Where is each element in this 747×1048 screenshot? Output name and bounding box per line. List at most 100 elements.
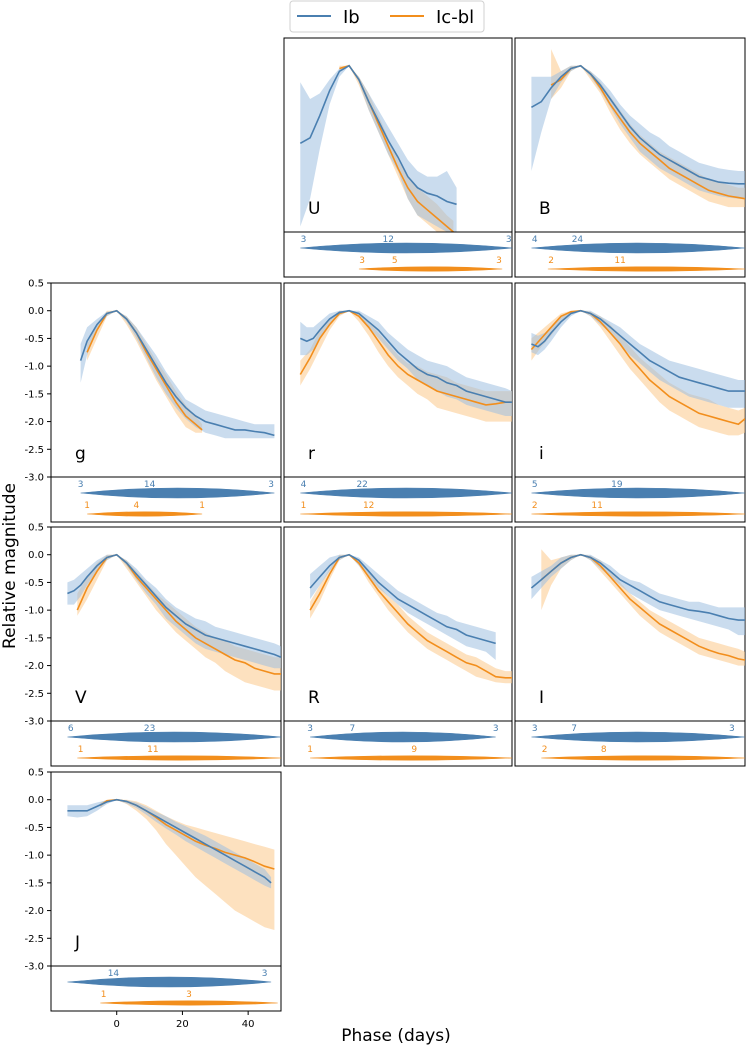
coverage-count: 12 <box>383 235 394 245</box>
coverage-count: 11 <box>591 501 602 511</box>
coverage-bar-ic-bl <box>77 755 282 761</box>
band-label: i <box>539 444 544 464</box>
panel-g: g0.50.0-0.5-1.0-1.5-2.0-2.5-3.03 14 31 4 1 <box>24 279 282 523</box>
band-ib <box>310 554 496 660</box>
y-tick-label: -0.5 <box>24 334 44 345</box>
coverage-count: 1 <box>199 501 205 511</box>
coverage-count: 12 <box>363 501 374 511</box>
coverage-count: 11 <box>147 745 158 755</box>
coverage-count: 3 <box>506 235 512 245</box>
band-label: V <box>75 688 87 708</box>
y-tick-label: -1.0 <box>24 606 44 617</box>
coverage-bar-ib <box>531 487 746 499</box>
coverage-count: 9 <box>411 745 417 755</box>
coverage-count: 4 <box>134 501 140 511</box>
y-tick-label: 0.0 <box>28 550 44 561</box>
y-tick-label: -2.0 <box>24 661 44 672</box>
coverage-count: 3 <box>301 235 307 245</box>
y-tick-label: -2.5 <box>24 445 44 456</box>
coverage-count: 1 <box>101 990 107 1000</box>
band-ib <box>300 310 512 416</box>
y-tick-label: -2.5 <box>24 689 44 700</box>
coverage-count: 3 <box>262 969 268 979</box>
y-tick-label: -1.0 <box>24 362 44 373</box>
coverage-bar-ib <box>300 242 513 254</box>
panels: U3 12 33 5 3B4 242 11g0.50.0-0.5-1.0-1.5-2.0-2… <box>24 37 746 1030</box>
x-tick-label: 40 <box>242 1019 255 1030</box>
y-tick-label: 0.5 <box>28 279 44 290</box>
y-tick-label: -3.0 <box>24 717 44 728</box>
coverage-bar-ib <box>310 731 496 743</box>
panel-frame <box>514 526 746 722</box>
panel-I: I 3 7 3 2 8 <box>514 526 746 767</box>
coverage-count: 2 <box>542 745 548 755</box>
y-tick-label: -3.0 <box>24 473 44 484</box>
band-ib <box>67 554 281 669</box>
y-tick-label: 0.5 <box>28 768 44 779</box>
band-label: r <box>308 444 315 464</box>
band-ib <box>80 310 275 439</box>
coverage-count: 3 <box>493 724 499 734</box>
y-tick-label: -1.5 <box>24 878 44 889</box>
coverage-bar-ib <box>80 487 275 499</box>
y-tick-label: 0.5 <box>28 523 44 534</box>
band-ic-bl <box>100 799 275 930</box>
line-ib <box>299 64 457 206</box>
line-ic-bl <box>299 309 512 406</box>
coverage-count: 14 <box>108 969 120 979</box>
y-tick-label: -1.0 <box>24 851 44 862</box>
coverage-bar-ic-bl <box>310 755 513 761</box>
coverage-count: 4 <box>301 480 307 490</box>
x-tick-label: 0 <box>114 1019 120 1030</box>
coverage-count: 4 <box>532 235 538 245</box>
plot-area <box>530 549 745 666</box>
y-tick-label: -1.5 <box>24 633 44 644</box>
panel-J: J 0.5 0.0 -0.5 -1.0 -1.5 -2.0 -2.5 -3.0 14 3 1 3 0 20 4… <box>24 768 282 1030</box>
coverage-count: 3 <box>307 724 313 734</box>
y-tick-label: -2.5 <box>24 934 44 945</box>
coverage-bar-ib <box>300 487 513 499</box>
plot-area <box>530 309 745 436</box>
coverage-bar-ic-bl <box>547 266 746 272</box>
x-tick-label: 20 <box>176 1019 189 1030</box>
y-tick-label: -1.5 <box>24 389 44 400</box>
panel-frame <box>283 282 513 478</box>
plot-area <box>299 64 457 232</box>
coverage-count: 2 <box>532 501 538 511</box>
coverage-count: 14 <box>144 480 156 490</box>
coverage-bar-ib <box>531 731 746 743</box>
band-label: R <box>308 688 320 708</box>
line-ic-bl <box>530 309 745 426</box>
y-tick-label: 0.0 <box>28 306 44 317</box>
coverage-count: 1 <box>84 501 90 511</box>
coverage-count: 1 <box>307 745 313 755</box>
panel-B: B 4 24 2 11 <box>514 37 746 278</box>
coverage-count: 1 <box>78 745 84 755</box>
coverage-count: 3 <box>78 480 84 490</box>
coverage-count: 3 <box>359 256 365 266</box>
coverage-count: 1 <box>301 501 307 511</box>
band-label: J <box>74 933 80 953</box>
coverage-count: 5 <box>532 480 538 490</box>
band-ic-bl <box>310 554 512 684</box>
band-ic-bl <box>531 310 745 436</box>
line-ib <box>530 553 745 621</box>
y-axis-label: Relative magnitude <box>0 483 20 649</box>
coverage-bar-ib <box>67 731 282 743</box>
plot-area <box>299 309 512 422</box>
panel-r: r 4 22 1 12 <box>283 282 513 523</box>
line-ib <box>79 309 275 437</box>
coverage-bar-ic-bl <box>531 511 746 517</box>
coverage-count: 3 <box>268 480 274 490</box>
line-ib <box>299 309 512 404</box>
band-ic-bl <box>541 549 745 666</box>
coverage-count: 19 <box>611 480 623 490</box>
panel-i: i 5 19 2 11 <box>514 282 746 523</box>
y-tick-label: -0.5 <box>24 823 44 834</box>
y-tick-label: -3.0 <box>24 962 44 973</box>
coverage-count: 7 <box>571 724 577 734</box>
panel-frame <box>50 526 282 722</box>
line-ib <box>309 553 496 645</box>
band-ib <box>531 65 745 199</box>
